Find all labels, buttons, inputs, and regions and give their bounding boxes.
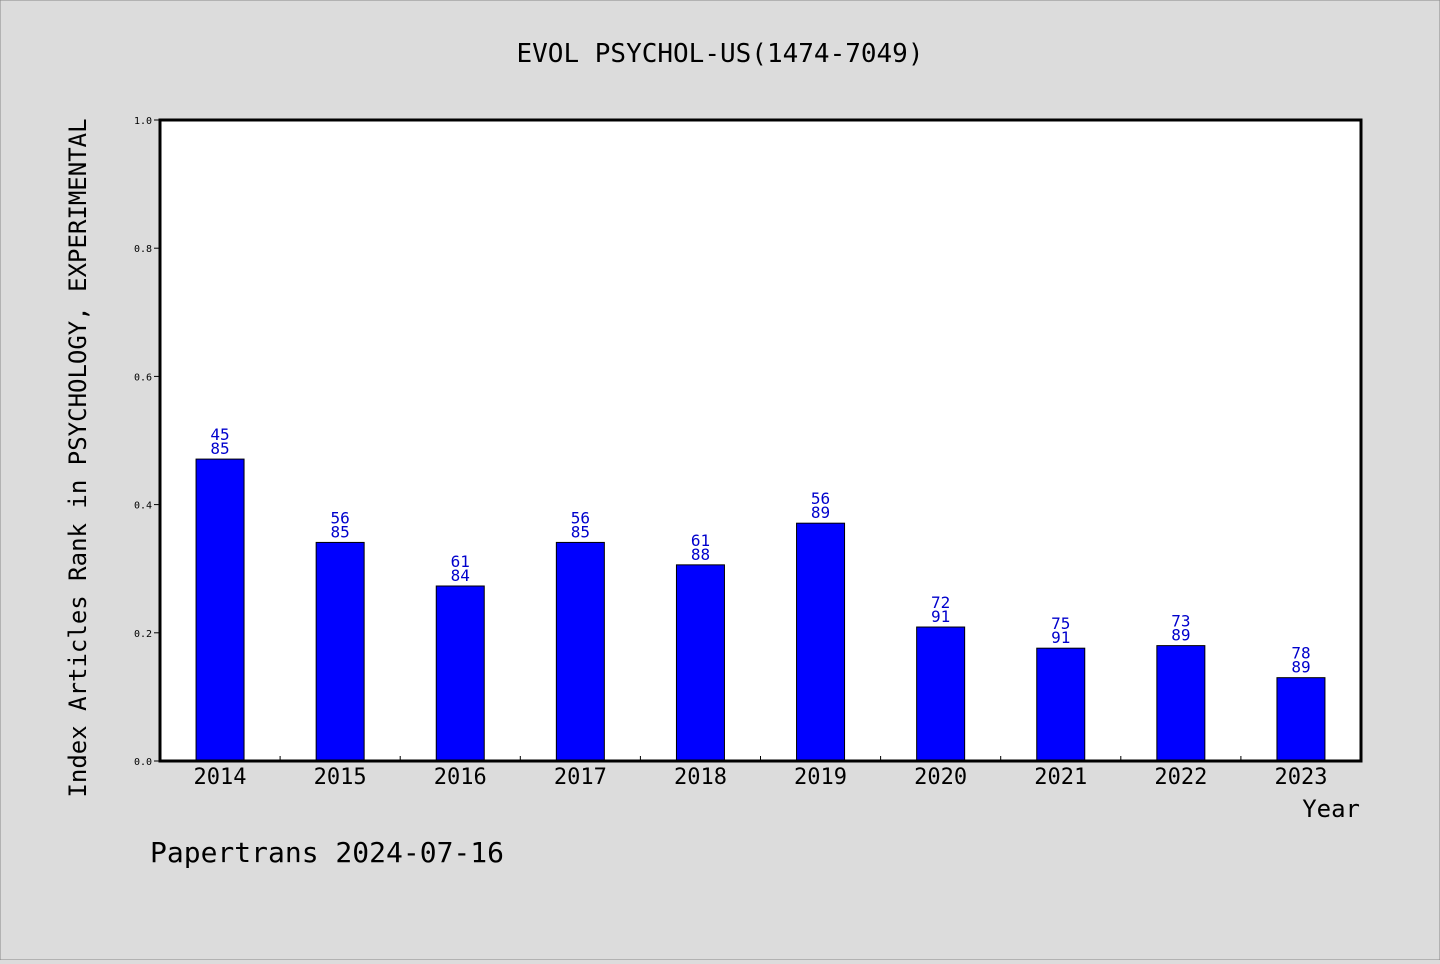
x-tick-label: 2019 <box>794 765 847 790</box>
x-tick-label: 2021 <box>1034 765 1087 790</box>
bar-rank-label: 61 <box>451 552 470 571</box>
bar <box>1156 645 1206 762</box>
x-tick-label: 2020 <box>914 765 967 790</box>
bar <box>315 541 365 762</box>
bar <box>675 564 725 762</box>
bar-total-label: 89 <box>1291 658 1310 677</box>
y-tick-label: 1.0 <box>134 116 152 127</box>
footer-credit: Papertrans 2024-07-16 <box>150 836 504 869</box>
x-tick-label: 2016 <box>434 765 487 790</box>
bar-total-label: 91 <box>931 607 950 626</box>
bar <box>1276 677 1326 762</box>
plot-border <box>158 118 1363 763</box>
x-axis-label: Year <box>1302 795 1360 823</box>
y-tick-label: 0.4 <box>134 501 152 512</box>
y-axis: 0.0 0.2 0.4 0.6 0.8 1.0 <box>134 116 160 768</box>
bar-rank-label: 78 <box>1291 644 1310 663</box>
bar-total-label: 88 <box>691 545 710 564</box>
bar <box>1036 647 1086 762</box>
bar <box>555 541 605 762</box>
x-tick-label: 2014 <box>194 765 247 790</box>
bar <box>796 522 846 762</box>
bar-total-label: 84 <box>451 566 470 585</box>
x-tick-label: 2015 <box>314 765 367 790</box>
bar <box>916 626 966 762</box>
bar-rank-label: 61 <box>691 531 710 550</box>
bar-rank-label: 56 <box>331 508 350 527</box>
y-tick-label: 0.0 <box>134 757 152 768</box>
bar-rank-label: 75 <box>1051 614 1070 633</box>
bar-rank-label: 56 <box>571 508 590 527</box>
y-axis-label: Index Articles Rank in PSYCHOLOGY, EXPER… <box>64 118 92 797</box>
bars-layer <box>195 458 1326 762</box>
bar-rank-label: 56 <box>811 489 830 508</box>
bar <box>435 585 485 762</box>
y-tick-label: 0.2 <box>134 629 152 640</box>
bar-rank-label: 72 <box>931 593 950 612</box>
x-tick-label: 2022 <box>1154 765 1207 790</box>
bar-rank-label: 73 <box>1171 612 1190 631</box>
x-tick-label: 2018 <box>674 765 727 790</box>
bar-total-label: 89 <box>1171 626 1190 645</box>
bar-rank-label: 45 <box>210 425 229 444</box>
bar-total-label: 89 <box>811 503 830 522</box>
bar <box>195 458 245 762</box>
y-tick-label: 0.6 <box>134 372 152 383</box>
x-tick-label: 2023 <box>1274 765 1327 790</box>
chart-title: EVOL PSYCHOL-US(1474-7049) <box>517 39 924 69</box>
bar-total-label: 85 <box>331 522 350 541</box>
x-tick-label: 2017 <box>554 765 607 790</box>
bar-total-label: 85 <box>210 439 229 458</box>
bar-total-label: 91 <box>1051 628 1070 647</box>
bar-total-label: 85 <box>571 522 590 541</box>
y-tick-label: 0.8 <box>134 244 152 255</box>
x-axis: 2014 2015 2016 2017 2018 2019 2020 2021 2022 2023 <box>194 756 1327 790</box>
